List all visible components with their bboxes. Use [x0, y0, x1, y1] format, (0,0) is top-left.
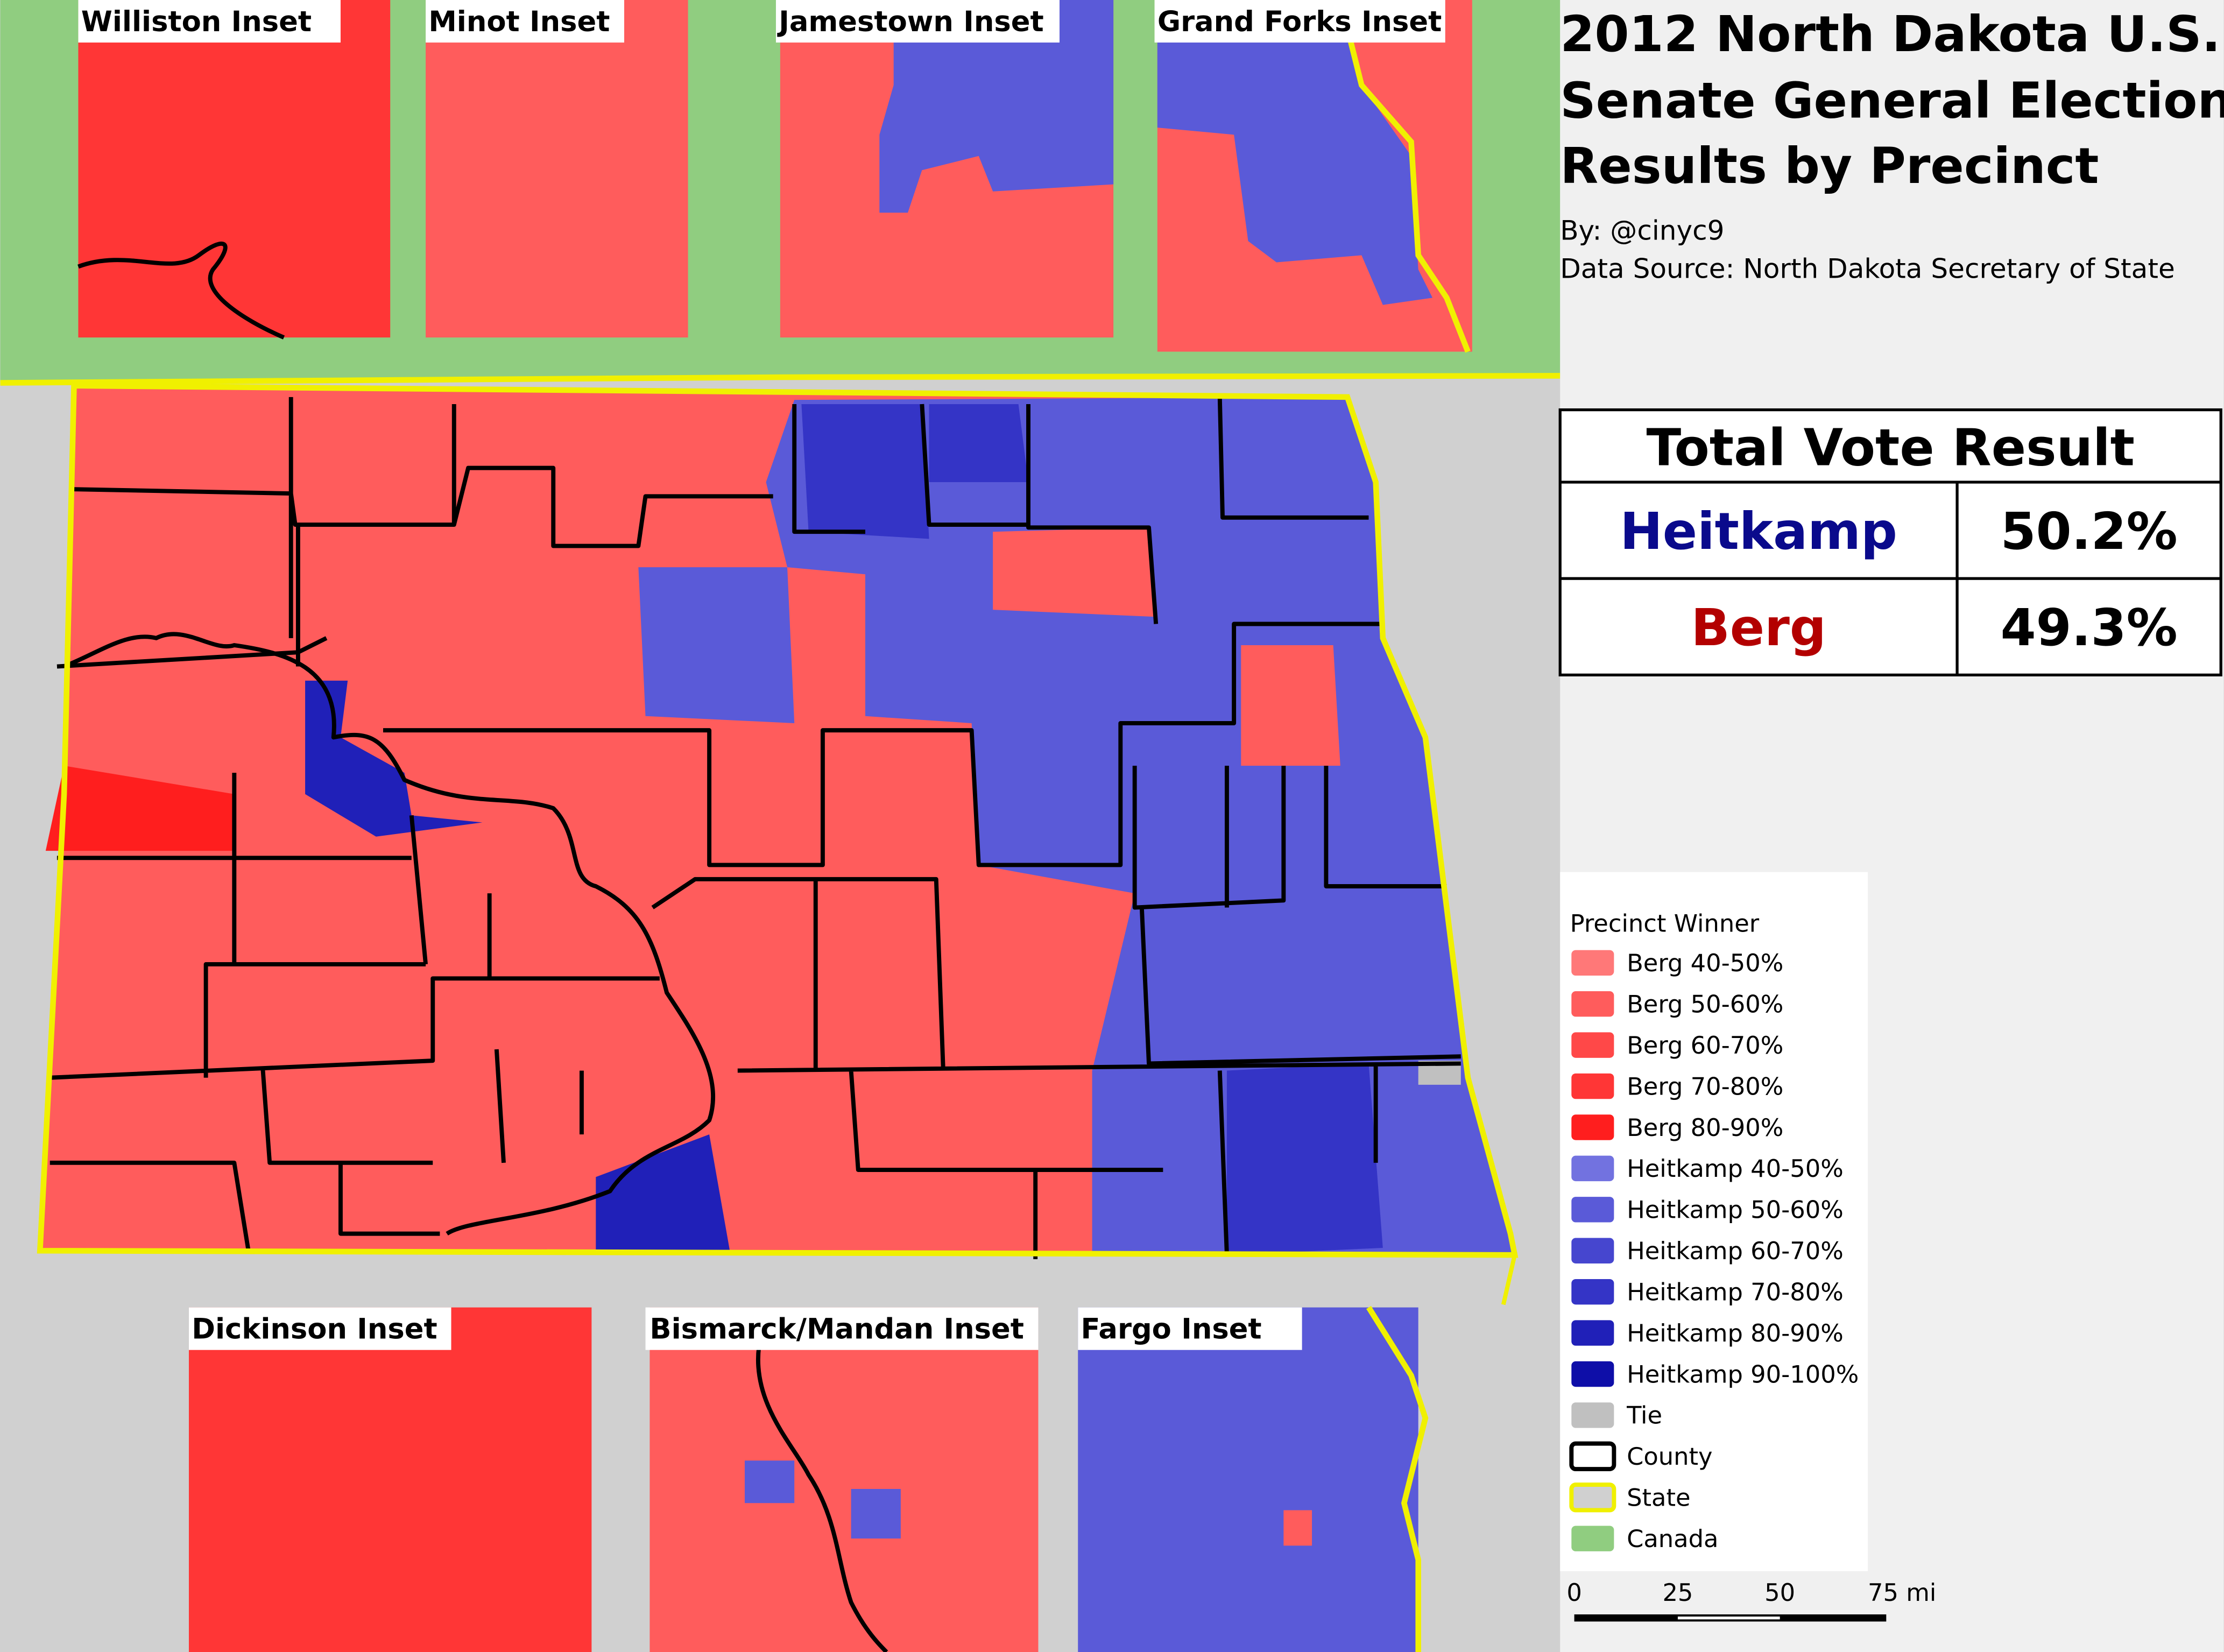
- label-box: [645, 1307, 1039, 1350]
- byline: By: @cinyc9: [1560, 215, 1724, 246]
- state-line: [1337, 0, 1471, 353]
- table-heading: Total Vote Result: [1646, 418, 2135, 477]
- border: [0, 373, 1561, 386]
- results-table: Total Vote Result: [1558, 408, 2222, 676]
- legend-label: Berg 40-50%: [1627, 949, 1783, 977]
- state-line: [1366, 1305, 1429, 1652]
- legend-swatch: [1571, 1238, 1614, 1263]
- candidate-name: Heitkamp: [1620, 502, 1897, 561]
- legend-label: Berg 50-60%: [1627, 990, 1783, 1019]
- legend-swatch: [1571, 1114, 1614, 1140]
- title: 2012 North Dakota U.S.: [1560, 5, 2220, 63]
- heitkamp-region: [766, 397, 1515, 1255]
- tie: [1418, 1061, 1461, 1085]
- river: [77, 241, 285, 340]
- scale-label: 50: [1764, 1578, 1795, 1607]
- label-box: [1078, 1307, 1302, 1350]
- inset-label: Fargo Inset: [1081, 1313, 1262, 1346]
- legend-label: Heitkamp 50-60%: [1627, 1196, 1844, 1224]
- inset-blue: [744, 1460, 795, 1503]
- dickinson-inset: [188, 1307, 592, 1652]
- heitkamp-region: [305, 680, 483, 837]
- inset-label: Grand Forks Inset: [1157, 5, 1442, 38]
- berg-region: [45, 766, 235, 851]
- legend-label: Heitkamp 40-50%: [1627, 1154, 1844, 1183]
- label-box: [188, 1307, 451, 1350]
- label-box: [426, 0, 624, 43]
- legend-swatch: [1571, 1279, 1614, 1305]
- legend-label: Berg 60-70%: [1627, 1031, 1783, 1060]
- minot-inset: [426, 0, 688, 338]
- legend-label: Tie: [1626, 1401, 1662, 1430]
- legend-swatch: [1571, 1526, 1614, 1551]
- title: Senate General Election: [1560, 72, 2224, 130]
- inset-label: Jamestown Inset: [777, 5, 1043, 38]
- heitkamp-region: [1226, 1063, 1383, 1255]
- table-frame: [1558, 408, 2222, 676]
- legend-label: Heitkamp 60-70%: [1627, 1237, 1844, 1265]
- legend-swatch: [1569, 1482, 1616, 1513]
- heitkamp-region: [596, 1134, 731, 1255]
- legend-swatch: [1571, 991, 1614, 1017]
- county-lines: [50, 397, 1461, 1260]
- title: Results by Precinct: [1560, 137, 2099, 195]
- inset-blue: [879, 0, 1114, 213]
- legend-title: Precinct Winner: [1570, 909, 1760, 937]
- inset-blue: [851, 1488, 901, 1539]
- heitkamp-region: [929, 404, 1029, 482]
- williston-inset: [78, 0, 391, 338]
- heitkamp-region: [638, 567, 795, 723]
- legend-swatch: [1571, 950, 1614, 976]
- scale-label: 0: [1566, 1578, 1582, 1607]
- inset-label: Bismarck/Mandan Inset: [649, 1313, 1024, 1346]
- berg-region: [1241, 645, 1340, 766]
- legend-swatch: [1571, 1155, 1614, 1182]
- heitkamp-region: [801, 404, 929, 539]
- label-box: [775, 0, 1060, 43]
- inset-label: Dickinson Inset: [192, 1313, 437, 1346]
- label-box: [78, 0, 341, 43]
- label-box: [1154, 0, 1445, 43]
- legend-swatch: [1571, 1073, 1614, 1099]
- legend-swatch: [1571, 1402, 1614, 1428]
- border: [40, 1248, 1517, 1305]
- vote-share: 49.3%: [2001, 598, 2178, 658]
- legend-label: County: [1627, 1442, 1712, 1471]
- candidate-name: Berg: [1691, 598, 1826, 658]
- legend-swatch: [1571, 1320, 1614, 1346]
- scale-label: 75 mi: [1868, 1578, 1936, 1607]
- missouri-river: [63, 632, 716, 1236]
- vote-share: 50.2%: [2001, 502, 2178, 561]
- inset-label: Williston Inset: [81, 5, 312, 38]
- legend-label: Heitkamp 70-80%: [1627, 1277, 1844, 1306]
- legend-label: Berg 80-90%: [1627, 1113, 1783, 1142]
- legend-label: Heitkamp 80-90%: [1627, 1319, 1844, 1347]
- legend-label: Canada: [1627, 1524, 1718, 1553]
- scale-label: 25: [1662, 1578, 1693, 1607]
- berg-region: [993, 527, 1156, 617]
- legend-label: Heitkamp 90-100%: [1627, 1360, 1859, 1388]
- river: [756, 1346, 888, 1652]
- state-outline: [37, 383, 1519, 1258]
- inset-label: Minot Inset: [428, 5, 610, 38]
- legend-label: State: [1627, 1484, 1691, 1512]
- legend-swatch: [1571, 1197, 1614, 1223]
- inset-red: [1283, 1510, 1312, 1546]
- legend-swatch: [1571, 1361, 1614, 1387]
- bismarck-inset: [649, 1307, 1039, 1652]
- inset-blue: [1157, 0, 1433, 305]
- legend-swatch: [1571, 1032, 1614, 1058]
- fargo-inset: [1078, 1307, 1418, 1652]
- legend-swatch: [1569, 1441, 1616, 1472]
- legend-label: Berg 70-80%: [1627, 1072, 1783, 1100]
- source: Data Source: North Dakota Secretary of S…: [1560, 253, 2175, 284]
